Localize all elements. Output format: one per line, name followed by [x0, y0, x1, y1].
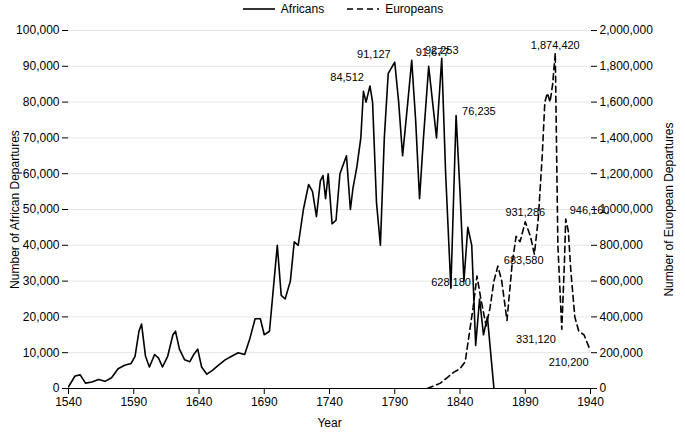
svg-text:60,000: 60,000	[23, 167, 60, 181]
svg-text:1,874,420: 1,874,420	[531, 38, 580, 50]
svg-text:1,200,000: 1,200,000	[600, 167, 654, 181]
svg-text:210,200: 210,200	[549, 356, 589, 368]
svg-text:1840: 1840	[447, 395, 474, 409]
svg-text:30,000: 30,000	[23, 274, 60, 288]
html-text:Europeans: Europeans	[385, 2, 444, 16]
svg-text:Year: Year	[317, 416, 341, 430]
svg-text:931,286: 931,286	[505, 206, 545, 218]
svg-text:400,000: 400,000	[600, 310, 644, 324]
svg-text:1,000,000: 1,000,000	[599, 202, 653, 217]
svg-text:946,160: 946,160	[570, 204, 610, 216]
svg-text:1890: 1890	[512, 395, 539, 409]
svg-text:90,000: 90,000	[23, 59, 60, 73]
svg-text:10,000: 10,000	[23, 346, 60, 360]
svg-text:1,400,000: 1,400,000	[600, 131, 654, 145]
html-text:Africans: Africans	[280, 2, 325, 16]
svg-text:84,512: 84,512	[330, 71, 364, 83]
svg-text:200,000: 200,000	[600, 346, 644, 360]
svg-text:20,000: 20,000	[23, 310, 60, 324]
svg-text:76,235: 76,235	[462, 105, 496, 117]
svg-text:628,180: 628,180	[431, 276, 471, 288]
svg-text:Number of African Departures: Number of African Departures	[8, 130, 22, 289]
svg-text:0: 0	[53, 381, 60, 395]
svg-text:683,580: 683,580	[504, 254, 544, 266]
svg-text:0: 0	[600, 381, 607, 395]
svg-text:600,000: 600,000	[600, 274, 644, 288]
svg-text:50,000: 50,000	[23, 202, 60, 216]
svg-text:331,120: 331,120	[516, 333, 556, 345]
svg-text:1740: 1740	[316, 395, 343, 409]
svg-text:92,253: 92,253	[425, 44, 459, 56]
svg-text:1,600,000: 1,600,000	[600, 95, 654, 109]
svg-text:80,000: 80,000	[23, 95, 60, 109]
svg-text:100,000: 100,000	[16, 23, 60, 37]
svg-text:1640: 1640	[186, 395, 213, 409]
svg-text:70,000: 70,000	[23, 131, 60, 145]
svg-text:1,800,000: 1,800,000	[600, 59, 654, 73]
svg-text:1790: 1790	[381, 395, 408, 409]
svg-text:2,000,000: 2,000,000	[600, 23, 654, 37]
svg-text:1690: 1690	[251, 395, 278, 409]
svg-text:1540: 1540	[55, 395, 82, 409]
svg-text:800,000: 800,000	[600, 238, 644, 252]
svg-text:91,127: 91,127	[357, 48, 391, 60]
svg-text:Number of European Departures: Number of European Departures	[662, 122, 676, 296]
svg-text:40,000: 40,000	[23, 238, 60, 252]
svg-text:1590: 1590	[120, 395, 147, 409]
svg-text:1940: 1940	[577, 395, 604, 409]
